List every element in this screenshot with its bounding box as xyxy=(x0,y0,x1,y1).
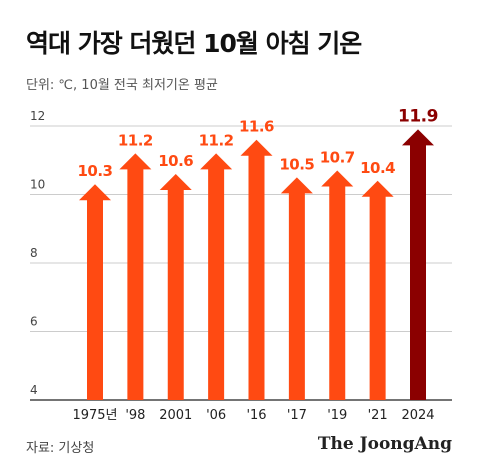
value-label: 11.2 xyxy=(118,131,153,149)
y-tick-label: 6 xyxy=(30,315,38,329)
bar-2024 xyxy=(402,129,434,401)
y-tick-label: 12 xyxy=(30,109,45,123)
x-tick-label: '19 xyxy=(327,408,347,423)
bar-'06 xyxy=(200,153,233,400)
brand-logo: The JoongAng xyxy=(317,434,452,454)
chart-subtitle: 단위: ℃, 10월 전국 최저기온 평균 xyxy=(26,78,218,93)
chart-title: 역대 가장 더웠던 10월 아침 기온 xyxy=(26,29,362,58)
value-label: 10.5 xyxy=(279,155,314,173)
x-axis-ticks: 1975년 '98 2001 '06 '16 '17 '19 '21 2024 xyxy=(72,408,434,423)
x-tick-label: '17 xyxy=(287,408,307,423)
value-label: 11.9 xyxy=(398,106,438,126)
x-tick-label: '06 xyxy=(206,408,226,423)
y-tick-label: 4 xyxy=(30,383,38,397)
x-tick-label: '21 xyxy=(368,408,388,423)
bar-'98 xyxy=(119,153,152,400)
bar-'21 xyxy=(361,180,394,400)
value-label: 11.6 xyxy=(239,118,274,136)
value-label: 10.6 xyxy=(158,152,193,170)
bar-2001 xyxy=(159,173,192,400)
x-tick-label: '98 xyxy=(125,408,145,423)
bar-'16 xyxy=(240,139,273,400)
value-label: 11.2 xyxy=(199,131,234,149)
y-axis-ticks: 4 6 8 10 12 xyxy=(30,109,45,397)
x-tick-label: 2001 xyxy=(159,408,192,423)
value-labels: 10.3 11.2 10.6 11.2 11.6 10.5 10.7 10.4 11.9 xyxy=(77,106,438,180)
x-tick-label: '16 xyxy=(246,408,266,423)
bar-'19 xyxy=(321,170,354,400)
x-tick-label: 2024 xyxy=(401,408,434,423)
x-tick-label: 1975년 xyxy=(72,408,117,423)
value-label: 10.3 xyxy=(77,162,112,180)
bar-'17 xyxy=(280,177,313,400)
value-label: 10.4 xyxy=(360,159,395,177)
bars xyxy=(79,129,434,401)
y-tick-label: 8 xyxy=(30,246,38,260)
bar-1975년 xyxy=(79,184,111,400)
source-note: 자료: 기상청 xyxy=(26,441,95,456)
y-tick-label: 10 xyxy=(30,178,45,192)
value-label: 10.7 xyxy=(320,149,355,167)
